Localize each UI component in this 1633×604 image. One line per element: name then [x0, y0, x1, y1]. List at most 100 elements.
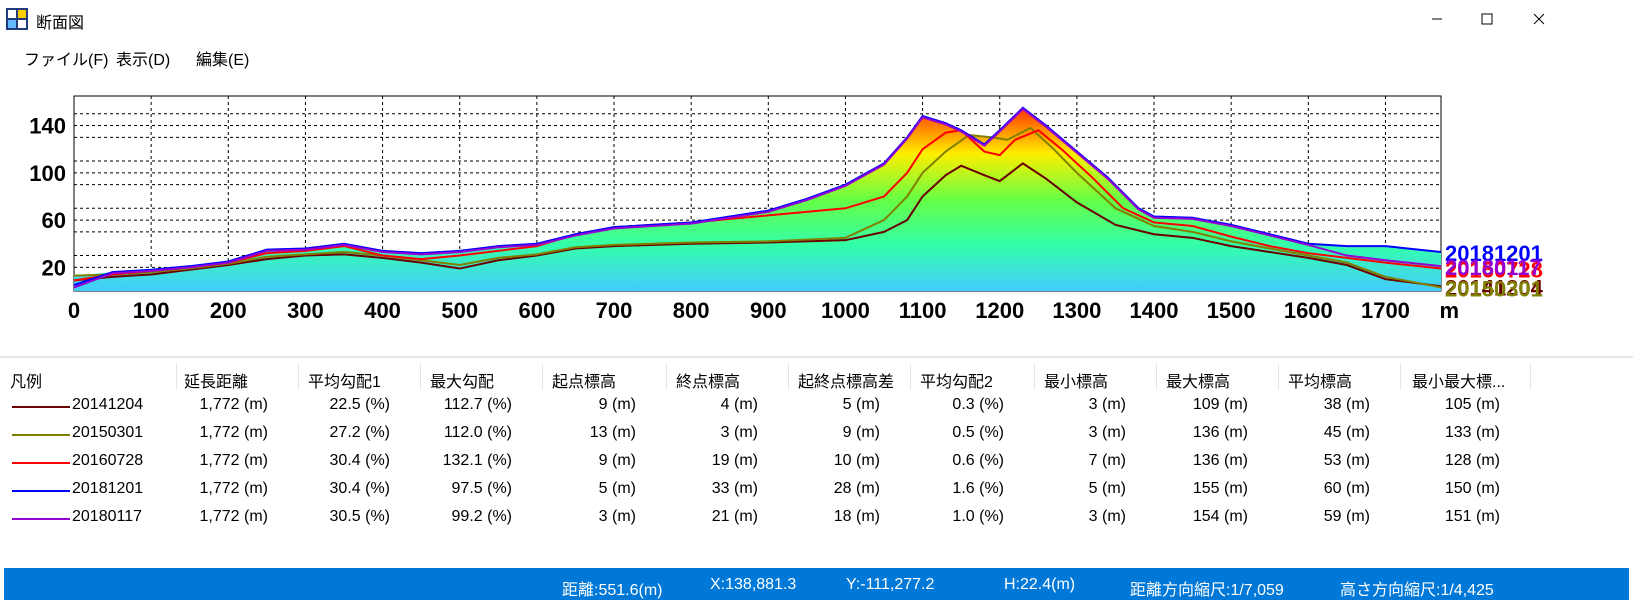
- close-button[interactable]: [1516, 2, 1562, 36]
- table-cell: 1,772 (m): [199, 424, 268, 441]
- column-separator[interactable]: [666, 364, 667, 390]
- table-row[interactable]: 20181201 1,772 (m) 30.4 (%) 97.5 (%) 5 (m) 33…: [0, 478, 1633, 504]
- table-cell: 1.6 (%): [952, 480, 1004, 497]
- table-cell: 30.4 (%): [329, 452, 390, 469]
- series-line-20180117: [74, 107, 1441, 289]
- x-tick-label: 1000: [821, 298, 870, 323]
- profile-chart[interactable]: 0 100 200 300 400 500 600 700 800 900 1000 1100 1200…: [0, 72, 1633, 352]
- legend-swatch: [12, 518, 70, 520]
- column-header[interactable]: 平均標高: [1288, 374, 1353, 391]
- column-separator[interactable]: [1400, 364, 1401, 390]
- x-tick-label: 300: [287, 298, 324, 323]
- table-cell: 136 (m): [1192, 452, 1248, 469]
- column-separator[interactable]: [1034, 364, 1035, 390]
- status-y: Y:-111,277.2: [846, 576, 935, 593]
- column-header[interactable]: 終点標高: [676, 374, 741, 391]
- table-cell: 97.5 (%): [451, 480, 512, 497]
- table-cell: 22.5 (%): [329, 396, 390, 413]
- legend-name: 20181201: [72, 480, 144, 497]
- table-cell: 154 (m): [1192, 508, 1248, 525]
- column-separator[interactable]: [298, 364, 299, 390]
- column-separator[interactable]: [176, 364, 177, 390]
- table-cell: 27.2 (%): [329, 424, 390, 441]
- x-tick-label: 1400: [1130, 298, 1179, 323]
- x-tick-label: 900: [750, 298, 787, 323]
- legend-swatch: [12, 434, 70, 436]
- minimize-button[interactable]: [1414, 2, 1460, 36]
- maximize-icon: [1481, 13, 1493, 25]
- legend-swatch: [12, 406, 70, 408]
- table-cell: 28 (m): [833, 480, 880, 497]
- table-cell: 3 (m): [720, 424, 758, 441]
- column-header[interactable]: 最大標高: [1166, 374, 1231, 391]
- chart-table-divider: [0, 356, 1633, 358]
- column-separator[interactable]: [542, 364, 543, 390]
- column-separator[interactable]: [420, 364, 421, 390]
- table-row[interactable]: 20160728 1,772 (m) 30.4 (%) 132.1 (%) 9 (m) 1…: [0, 450, 1633, 476]
- maximize-button[interactable]: [1464, 2, 1510, 36]
- table-cell: 38 (m): [1323, 396, 1370, 413]
- table-cell: 112.7 (%): [443, 396, 512, 413]
- column-header[interactable]: 起終点標高差: [798, 374, 895, 391]
- table-cell: 0.6 (%): [952, 452, 1004, 469]
- x-tick-label: 800: [673, 298, 710, 323]
- series-end-label-20181201: 20181201: [1445, 241, 1543, 266]
- x-tick-label: 400: [364, 298, 401, 323]
- title-bar: 断面図: [0, 0, 1633, 38]
- table-cell: 1,772 (m): [199, 452, 268, 469]
- column-header[interactable]: 平均勾配1: [308, 374, 381, 391]
- series-line-20150301: [74, 126, 1441, 289]
- x-tick-label: 500: [441, 298, 478, 323]
- table-cell: 0.5 (%): [952, 424, 1004, 441]
- y-tick-label: 20: [42, 255, 66, 280]
- menu-file[interactable]: ファイル(F): [24, 52, 109, 69]
- table-cell: 9 (m): [598, 396, 636, 413]
- x-tick-label: 1700: [1361, 298, 1410, 323]
- legend-swatch: [12, 490, 70, 492]
- column-header[interactable]: 平均勾配2: [920, 374, 993, 391]
- table-cell: 5 (m): [842, 396, 880, 413]
- column-header[interactable]: 凡例: [10, 374, 43, 391]
- stats-table: 凡例 延長距離 平均勾配1 最大勾配 起点標高 終点標高 起終点標高差 平均勾配2 最小標高 最大…: [0, 358, 1633, 558]
- y-tick-label: 60: [42, 208, 66, 233]
- menu-bar: ファイル(F) 表示(D) 編集(E): [0, 38, 1633, 70]
- column-separator[interactable]: [910, 364, 911, 390]
- column-header[interactable]: 最小最大標...: [1412, 374, 1506, 391]
- x-tick-label: 100: [133, 298, 170, 323]
- table-cell: 5 (m): [1088, 480, 1126, 497]
- window-title: 断面図: [36, 15, 85, 32]
- table-cell: 30.4 (%): [329, 480, 390, 497]
- table-cell: 3 (m): [598, 508, 636, 525]
- table-cell: 112.0 (%): [443, 424, 512, 441]
- table-cell: 18 (m): [833, 508, 880, 525]
- table-cell: 151 (m): [1444, 508, 1500, 525]
- table-cell: 1,772 (m): [199, 508, 268, 525]
- column-separator[interactable]: [1278, 364, 1279, 390]
- column-separator[interactable]: [788, 364, 789, 390]
- legend-name: 20180117: [72, 508, 142, 525]
- table-cell: 7 (m): [1088, 452, 1126, 469]
- table-cell: 0.3 (%): [952, 396, 1004, 413]
- x-axis-unit: m: [1439, 298, 1459, 323]
- table-row[interactable]: 20180117 1,772 (m) 30.5 (%) 99.2 (%) 3 (m) 21…: [0, 506, 1633, 532]
- table-cell: 9 (m): [598, 452, 636, 469]
- column-header[interactable]: 延長距離: [184, 374, 249, 391]
- x-tick-label: 1100: [899, 298, 947, 323]
- table-cell: 5 (m): [598, 480, 636, 497]
- column-separator[interactable]: [1156, 364, 1157, 390]
- table-cell: 150 (m): [1444, 480, 1500, 497]
- table-cell: 33 (m): [711, 480, 758, 497]
- series-line-20160728: [74, 129, 1441, 282]
- column-header[interactable]: 起点標高: [552, 374, 617, 391]
- column-header[interactable]: 最大勾配: [430, 374, 495, 391]
- app-icon: [6, 8, 28, 30]
- table-row[interactable]: 20141204 1,772 (m) 22.5 (%) 112.7 (%) 9 (m) 4…: [0, 394, 1633, 420]
- table-cell: 1,772 (m): [199, 396, 268, 413]
- column-separator[interactable]: [1530, 364, 1531, 390]
- table-row[interactable]: 20150301 1,772 (m) 27.2 (%) 112.0 (%) 13 (m)…: [0, 422, 1633, 448]
- status-distance: 距離:551.6(m): [562, 582, 663, 599]
- table-cell: 19 (m): [711, 452, 758, 469]
- column-header[interactable]: 最小標高: [1044, 374, 1109, 391]
- menu-edit[interactable]: 編集(E): [196, 52, 250, 69]
- menu-view[interactable]: 表示(D): [116, 52, 171, 69]
